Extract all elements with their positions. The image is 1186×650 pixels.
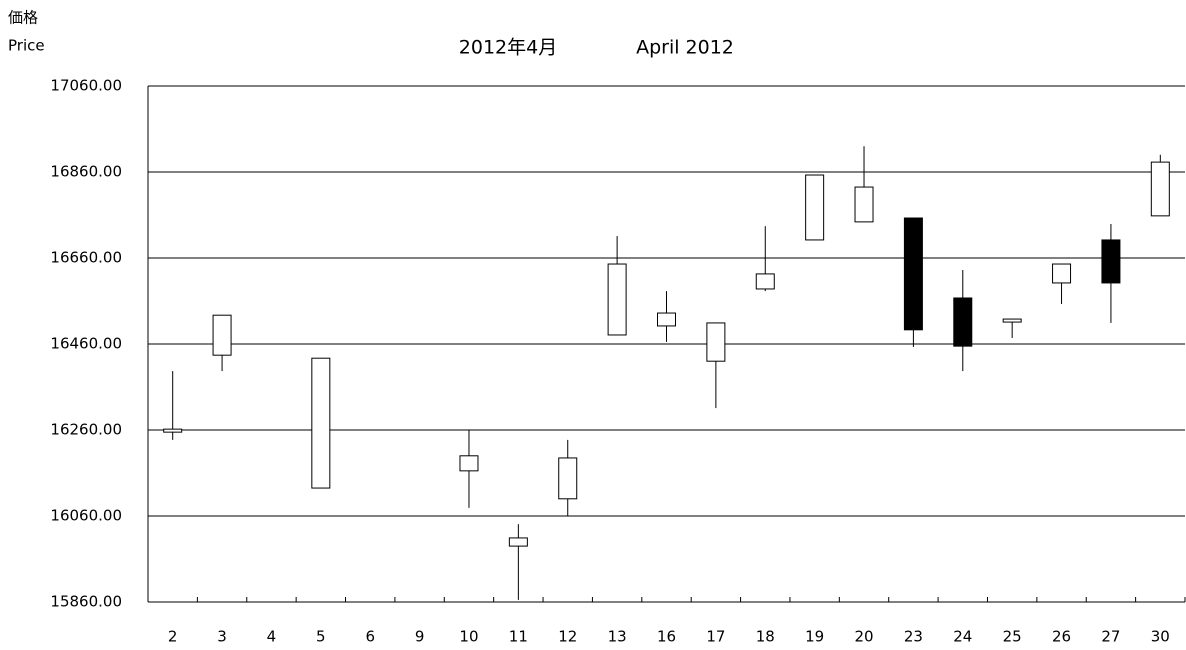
- candle-body: [706, 322, 726, 362]
- candle-body: [854, 186, 874, 223]
- x-tick-label: 9: [415, 628, 425, 646]
- x-tick-label: 3: [217, 628, 227, 646]
- candle-body: [558, 457, 578, 500]
- candle-body: [508, 537, 528, 547]
- y-tick-label: 16860.00: [50, 163, 122, 181]
- chart-title: 2012年4月: [459, 37, 557, 59]
- x-tick-label: 2: [168, 628, 178, 646]
- x-tick-label: 26: [1052, 628, 1071, 646]
- chart-subtitle: April 2012: [636, 37, 734, 59]
- x-tick-label: 27: [1101, 628, 1120, 646]
- x-tick-label: 20: [854, 628, 873, 646]
- candle-body: [163, 428, 183, 433]
- x-tick-label: 30: [1151, 628, 1170, 646]
- x-tick-label: 16: [657, 628, 676, 646]
- x-tick-label: 19: [805, 628, 824, 646]
- candle-body: [459, 455, 479, 472]
- candle-body: [755, 273, 775, 290]
- x-tick-label: 24: [953, 628, 972, 646]
- candle-body: [1150, 161, 1170, 217]
- candle-body: [1002, 318, 1022, 323]
- y-tick-label: 16460.00: [50, 335, 122, 353]
- y-tick-label: 16660.00: [50, 249, 122, 267]
- candle-body: [1052, 263, 1072, 284]
- x-tick-label: 18: [756, 628, 775, 646]
- x-tick-label: 10: [459, 628, 478, 646]
- y-tick-label: 16260.00: [50, 421, 122, 439]
- x-tick-label: 11: [509, 628, 528, 646]
- candle-body: [657, 312, 676, 327]
- y-axis-label: 価格: [8, 9, 38, 27]
- x-tick-label: 6: [365, 628, 375, 646]
- candle-body: [903, 217, 923, 331]
- x-tick-label: 12: [558, 628, 577, 646]
- candle-body: [311, 357, 331, 489]
- x-tick-label: 17: [706, 628, 725, 646]
- candle-body: [212, 314, 232, 356]
- x-tick-label: 25: [1003, 628, 1022, 646]
- candle-body: [1101, 239, 1121, 284]
- x-tick-label: 5: [316, 628, 326, 646]
- y-tick-label: 15860.00: [50, 593, 122, 611]
- candle-body: [607, 263, 627, 336]
- x-tick-label: 23: [904, 628, 923, 646]
- x-tick-label: 4: [267, 628, 277, 646]
- y-tick-label: 16060.00: [50, 507, 122, 525]
- candle-body: [805, 174, 825, 241]
- candle-body: [953, 297, 973, 347]
- y-axis-label-en: Price: [8, 37, 45, 55]
- y-tick-label: 17060.00: [50, 77, 122, 95]
- x-tick-label: 13: [608, 628, 627, 646]
